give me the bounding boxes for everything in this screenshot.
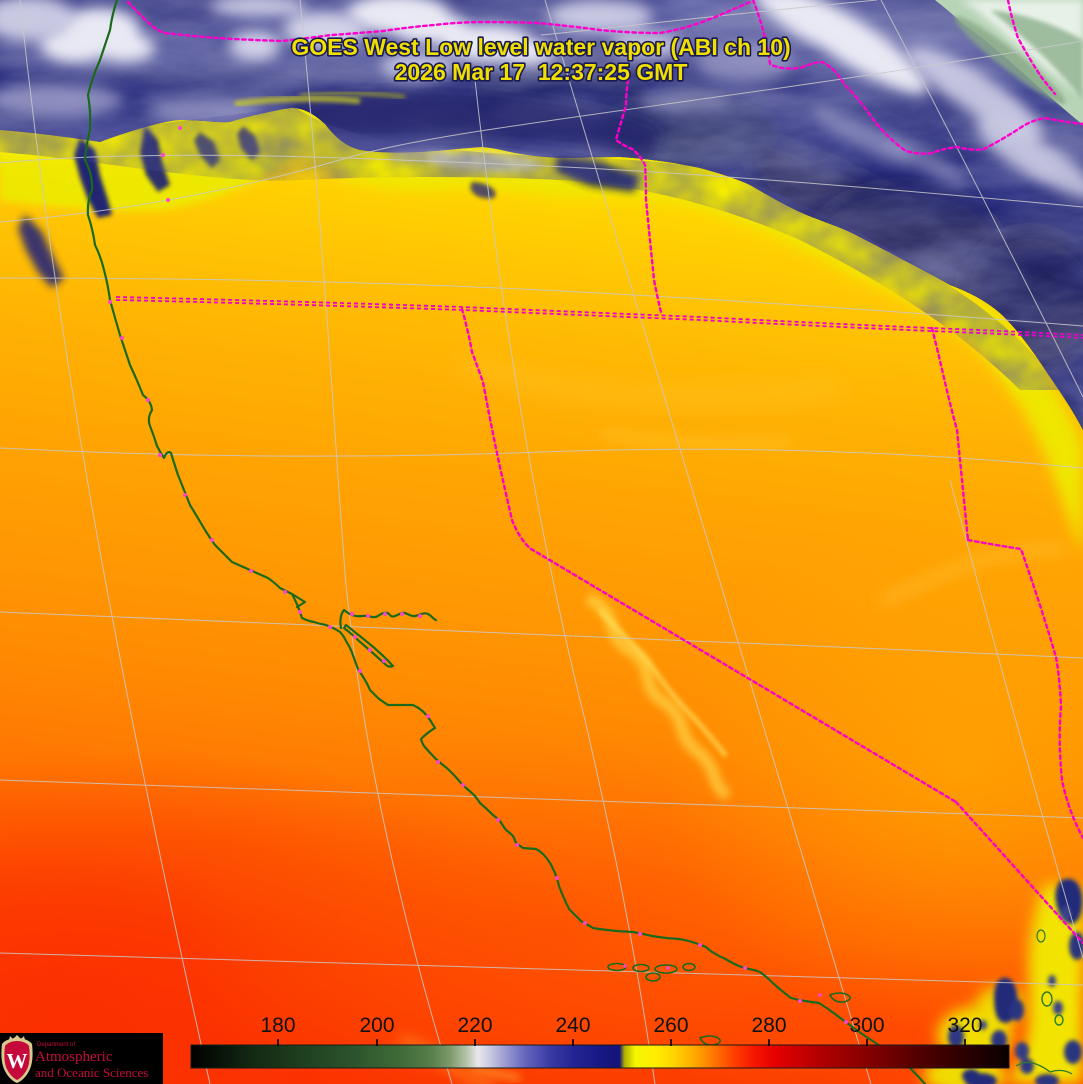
svg-text:and Oceanic Sciences: and Oceanic Sciences bbox=[35, 1065, 148, 1080]
svg-text:320: 320 bbox=[947, 1014, 982, 1037]
svg-text:2026 Mar 17 12:37:25 GMT: 2026 Mar 17 12:37:25 GMT bbox=[395, 59, 688, 85]
svg-text:200: 200 bbox=[359, 1014, 394, 1037]
svg-text:280: 280 bbox=[751, 1014, 786, 1037]
svg-text:Department of: Department of bbox=[37, 1042, 75, 1048]
svg-text:180: 180 bbox=[260, 1014, 295, 1037]
svg-text:240: 240 bbox=[555, 1014, 590, 1037]
svg-text:Atmospheric: Atmospheric bbox=[35, 1049, 113, 1065]
svg-text:W: W bbox=[7, 1049, 28, 1073]
svg-text:260: 260 bbox=[653, 1014, 688, 1037]
svg-text:GOES West Low level water vapo: GOES West Low level water vapor (ABI ch … bbox=[291, 34, 790, 60]
svg-text:220: 220 bbox=[457, 1014, 492, 1037]
svg-text:300: 300 bbox=[849, 1014, 884, 1037]
